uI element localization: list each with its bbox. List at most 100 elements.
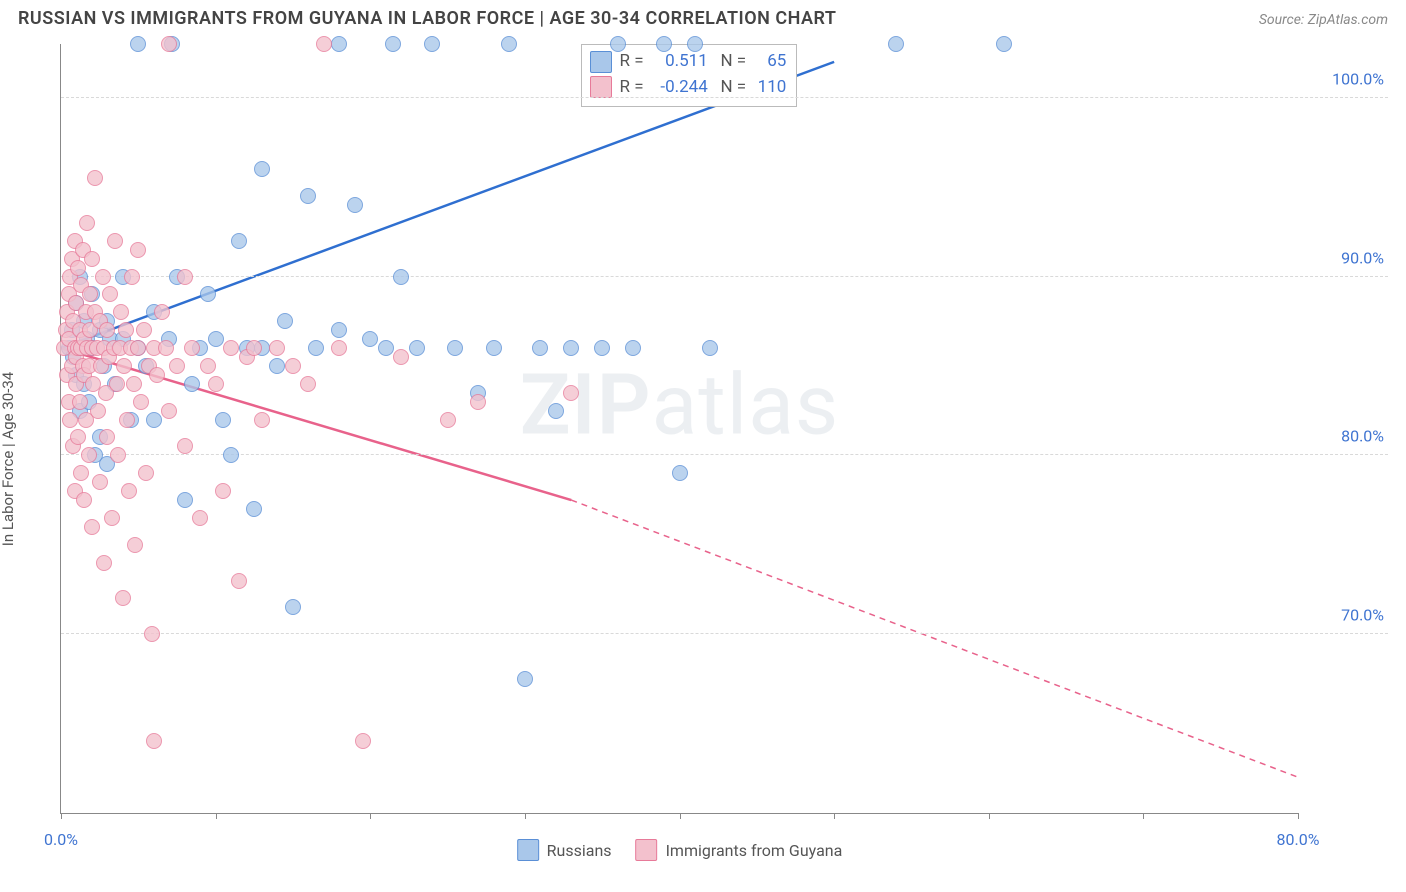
scatter-point-guyana [76, 492, 92, 508]
scatter-point-guyana [113, 304, 129, 320]
scatter-point-guyana [161, 36, 177, 52]
scatter-point-russians [347, 197, 363, 213]
scatter-point-russians [447, 340, 463, 356]
chart-container: In Labor Force | Age 30-34 ZIPatlas R = … [18, 44, 1388, 874]
scatter-point-russians [277, 313, 293, 329]
scatter-point-guyana [73, 465, 89, 481]
y-tick-label: 70.0% [1341, 606, 1384, 625]
x-tick [216, 813, 217, 819]
y-tick-label: 80.0% [1341, 427, 1384, 446]
legend-item-guyana: Immigrants from Guyana [636, 839, 843, 861]
x-tick-label: 80.0% [1277, 830, 1320, 849]
scatter-point-russians [308, 340, 324, 356]
scatter-point-guyana [177, 438, 193, 454]
x-tick [1143, 813, 1144, 819]
plot-area: ZIPatlas R = 0.511 N = 65R = -0.244 N = … [60, 44, 1298, 814]
scatter-point-guyana [177, 269, 193, 285]
scatter-point-guyana [107, 233, 123, 249]
scatter-point-guyana [70, 429, 86, 445]
scatter-point-guyana [81, 447, 97, 463]
scatter-point-guyana [269, 340, 285, 356]
scatter-point-russians [130, 36, 146, 52]
scatter-point-russians [246, 501, 262, 517]
scatter-point-guyana [119, 412, 135, 428]
scatter-point-guyana [285, 358, 301, 374]
scatter-point-russians [200, 286, 216, 302]
scatter-point-guyana [121, 483, 137, 499]
chart-title: RUSSIAN VS IMMIGRANTS FROM GUYANA IN LAB… [18, 8, 836, 29]
source-attribution: Source: ZipAtlas.com [1259, 12, 1388, 28]
scatter-point-guyana [104, 510, 120, 526]
scatter-point-russians [687, 36, 703, 52]
scatter-point-russians [177, 492, 193, 508]
scatter-point-guyana [184, 340, 200, 356]
scatter-point-guyana [82, 286, 98, 302]
scatter-point-guyana [440, 412, 456, 428]
scatter-point-guyana [331, 340, 347, 356]
gridline-h [61, 276, 1388, 277]
scatter-point-guyana [133, 394, 149, 410]
scatter-point-russians [254, 161, 270, 177]
scatter-point-guyana [246, 340, 262, 356]
scatter-point-russians [409, 340, 425, 356]
scatter-point-guyana [99, 322, 115, 338]
scatter-point-guyana [146, 733, 162, 749]
watermark: ZIPatlas [520, 356, 840, 455]
scatter-point-guyana [90, 403, 106, 419]
scatter-point-russians [208, 331, 224, 347]
scatter-point-guyana [215, 483, 231, 499]
gridline-h [61, 633, 1388, 634]
y-axis-label: In Labor Force | Age 30-34 [0, 372, 17, 546]
scatter-point-russians [146, 412, 162, 428]
scatter-point-guyana [136, 322, 152, 338]
scatter-point-guyana [130, 242, 146, 258]
scatter-point-guyana [116, 358, 132, 374]
trendline-guyana [61, 348, 571, 500]
gridline-h [61, 454, 1388, 455]
gridline-h [61, 97, 1388, 98]
scatter-point-russians [517, 671, 533, 687]
scatter-point-russians [393, 269, 409, 285]
scatter-point-russians [362, 331, 378, 347]
scatter-point-guyana [118, 322, 134, 338]
scatter-point-russians [672, 465, 688, 481]
x-tick [61, 813, 62, 819]
x-tick [989, 813, 990, 819]
trendline-extrapolated-guyana [571, 500, 1298, 777]
scatter-point-russians [888, 36, 904, 52]
watermark-bold: ZIP [520, 356, 652, 455]
scatter-point-guyana [126, 376, 142, 392]
scatter-point-guyana [161, 403, 177, 419]
series-legend: Russians Immigrants from Guyana [517, 839, 843, 861]
scatter-point-guyana [223, 340, 239, 356]
legend-item-russians: Russians [517, 839, 612, 861]
scatter-point-guyana [355, 733, 371, 749]
scatter-point-guyana [115, 590, 131, 606]
scatter-point-russians [331, 322, 347, 338]
scatter-point-russians [184, 376, 200, 392]
scatter-point-russians [486, 340, 502, 356]
scatter-point-russians [563, 340, 579, 356]
scatter-point-guyana [138, 465, 154, 481]
scatter-point-guyana [208, 376, 224, 392]
scatter-point-guyana [84, 519, 100, 535]
legend-swatch-russians [517, 839, 539, 861]
legend-stats-russians: R = 0.511 N = 65 [620, 49, 787, 75]
scatter-point-russians [625, 340, 641, 356]
scatter-point-russians [424, 36, 440, 52]
scatter-point-guyana [393, 349, 409, 365]
scatter-point-guyana [96, 555, 112, 571]
scatter-point-guyana [158, 340, 174, 356]
scatter-point-russians [594, 340, 610, 356]
scatter-point-guyana [144, 626, 160, 642]
scatter-point-russians [532, 340, 548, 356]
scatter-point-russians [656, 36, 672, 52]
trend-lines-layer [61, 44, 1298, 813]
scatter-point-guyana [84, 251, 100, 267]
scatter-point-guyana [99, 429, 115, 445]
x-tick [1298, 813, 1299, 819]
x-tick [525, 813, 526, 819]
scatter-point-russians [223, 447, 239, 463]
watermark-rest: atlas [652, 356, 840, 455]
scatter-point-guyana [169, 358, 185, 374]
